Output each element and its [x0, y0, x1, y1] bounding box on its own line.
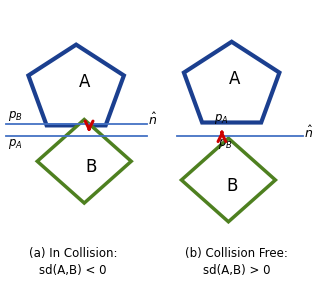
Polygon shape [29, 45, 124, 125]
Text: $p_B$: $p_B$ [218, 137, 232, 151]
Text: B: B [226, 177, 237, 195]
Text: $\hat{n}$: $\hat{n}$ [148, 112, 157, 128]
Polygon shape [184, 42, 279, 122]
Text: $p_A$: $p_A$ [214, 112, 229, 126]
Text: $p_A$: $p_A$ [8, 137, 23, 151]
Text: B: B [85, 158, 97, 176]
Text: A: A [229, 70, 241, 88]
Polygon shape [37, 120, 131, 203]
Text: (b) Collision Free:: (b) Collision Free: [185, 247, 288, 260]
Text: (a) In Collision:: (a) In Collision: [29, 247, 117, 260]
Text: $p_B$: $p_B$ [8, 109, 23, 123]
Text: A: A [78, 73, 90, 91]
Polygon shape [181, 138, 275, 222]
Text: $\hat{n}$: $\hat{n}$ [304, 125, 313, 141]
Text: sd(A,B) > 0: sd(A,B) > 0 [203, 264, 270, 277]
Text: sd(A,B) < 0: sd(A,B) < 0 [39, 264, 107, 277]
